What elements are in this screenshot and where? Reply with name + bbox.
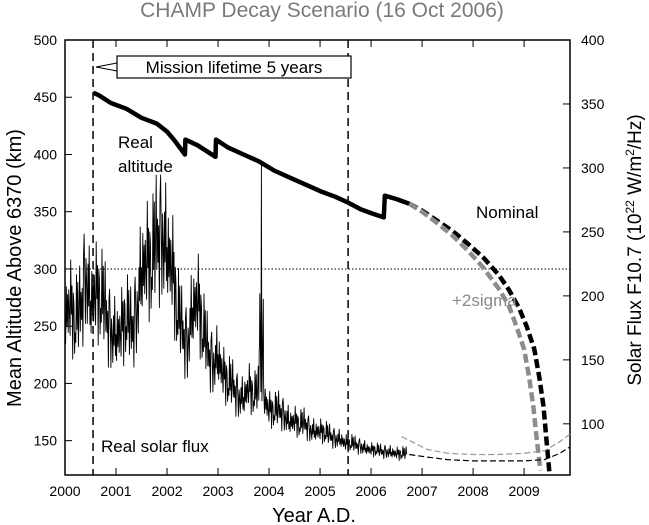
series-flux-forecast-2sigma <box>401 433 570 456</box>
series-layer <box>65 90 570 475</box>
x-tick-label-2003: 2003 <box>202 483 233 499</box>
annotation-real-solar-flux: Real solar flux <box>101 437 209 456</box>
mission-arrow-left <box>95 62 118 72</box>
annotation-nominal: Nominal <box>476 203 538 222</box>
y-left-tick-label-350: 350 <box>34 204 58 220</box>
series-real-solar-flux <box>65 162 408 461</box>
x-tick-label-2000: 2000 <box>49 483 80 499</box>
y-right-tick-label-150: 150 <box>581 352 605 368</box>
x-tick-label-2005: 2005 <box>304 483 335 499</box>
y-axis-right-label-sup2: 2 <box>623 149 637 156</box>
tick-labels: 2000 2001 2002 2003 2004 2005 2006 2007 2008 2009… <box>34 32 605 499</box>
y-left-tick-label-300: 300 <box>34 261 58 277</box>
y-left-tick-label-400: 400 <box>34 146 58 162</box>
axis-ticks <box>64 39 570 475</box>
series--2sigma <box>408 201 543 471</box>
mission-lifetime-label: Mission lifetime 5 years <box>146 58 323 77</box>
annotation-real-altitude-2: altitude <box>118 157 173 176</box>
series-real-altitude <box>92 90 411 220</box>
annotation-two-sigma: +2sigma <box>452 291 517 310</box>
mission-lifetime-annotation: Mission lifetime 5 years <box>95 55 352 79</box>
y-left-tick-label-500: 500 <box>34 32 58 48</box>
y-right-tick-label-350: 350 <box>581 96 605 112</box>
mission-lifetime-box <box>116 55 352 79</box>
y-right-tick-label-100: 100 <box>581 416 605 432</box>
x-tick-label-2004: 2004 <box>253 483 284 499</box>
y-left-tick-label-450: 450 <box>34 89 58 105</box>
plot-area <box>64 39 571 476</box>
y-right-tick-label-300: 300 <box>581 160 605 176</box>
y-axis-right-label-part2: W/m <box>625 156 646 200</box>
series-flux-forecast-nominal <box>409 446 570 462</box>
y-axis-right-label-part1: Solar Flux F10.7 (10 <box>625 214 646 386</box>
chart-title: CHAMP Decay Scenario (16 Oct 2006) <box>140 0 504 22</box>
y-axis-right-label-part3: /Hz) <box>625 114 646 149</box>
y-left-tick-label-150: 150 <box>34 433 58 449</box>
x-tick-label-2002: 2002 <box>151 483 182 499</box>
y-right-tick-label-200: 200 <box>581 288 605 304</box>
y-axis-left-label: Mean Altitude Above 6370 (km) <box>4 129 26 407</box>
y-right-tick-label-400: 400 <box>581 32 605 48</box>
y-axis-right-label-sup1: 22 <box>623 200 637 214</box>
y-left-tick-label-200: 200 <box>34 375 58 391</box>
x-axis-label: Year A.D. <box>272 505 356 525</box>
x-tick-label-2009: 2009 <box>509 483 540 499</box>
x-tick-label-2007: 2007 <box>406 483 437 499</box>
x-tick-label-2001: 2001 <box>100 483 131 499</box>
annotation-real-altitude-1: Real <box>118 133 153 152</box>
y-left-tick-label-250: 250 <box>34 318 58 334</box>
x-tick-label-2008: 2008 <box>458 483 489 499</box>
series-nominal <box>408 201 552 475</box>
y-axis-right-label: Solar Flux F10.7 (1022 W/m2/Hz) <box>623 114 646 385</box>
y-right-tick-label-250: 250 <box>581 224 605 240</box>
plot-frame <box>64 39 571 476</box>
x-tick-label-2006: 2006 <box>355 483 386 499</box>
